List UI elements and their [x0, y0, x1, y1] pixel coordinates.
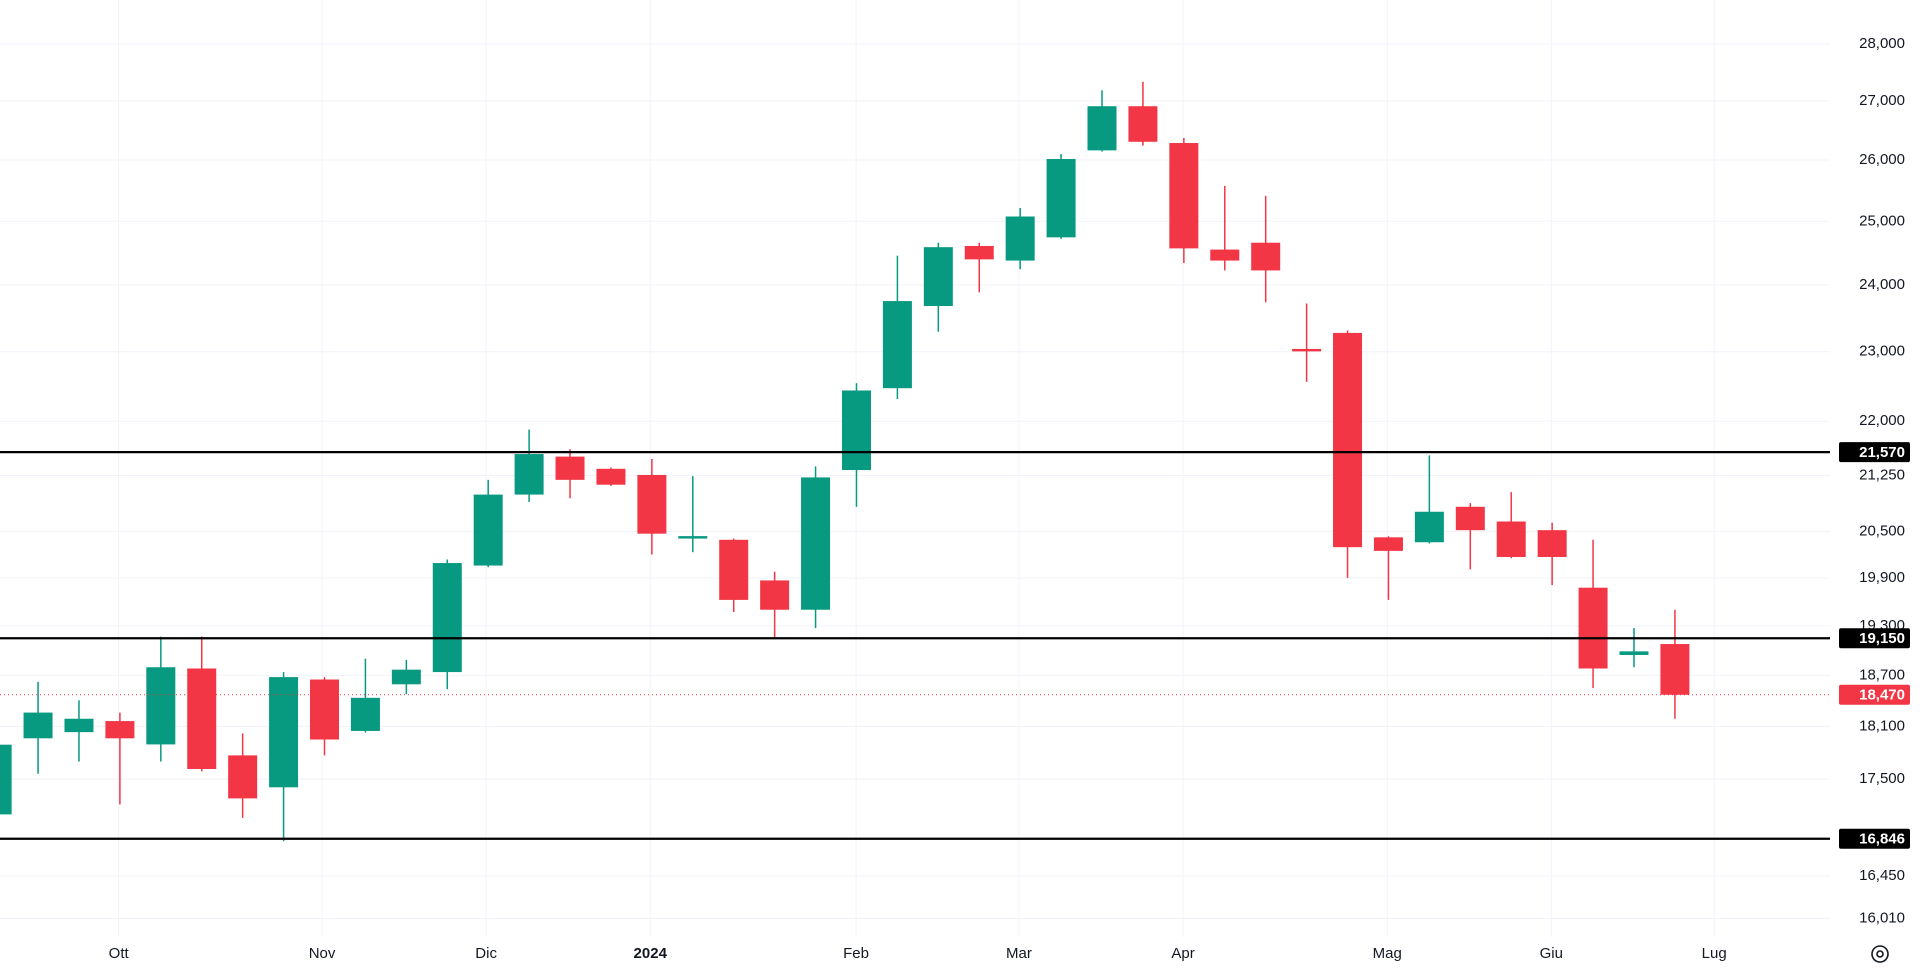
level-label: 19,150 [1859, 630, 1905, 647]
x-tick-label: Mar [1006, 945, 1032, 962]
y-tick-label: 22,000 [1859, 412, 1905, 429]
candle-body [0, 744, 12, 815]
candle-body [1373, 537, 1403, 551]
candle-body [1087, 106, 1117, 151]
y-tick-label: 19,900 [1859, 569, 1905, 586]
x-tick-label: Apr [1171, 945, 1194, 962]
settings-icon[interactable] [1871, 945, 1889, 963]
candle-body [1496, 521, 1526, 557]
candle-body [64, 718, 94, 733]
candle-body [841, 390, 871, 471]
candle-body [719, 539, 749, 600]
candle-body [269, 677, 299, 788]
candle-body [391, 669, 421, 685]
x-tick-label: Mag [1373, 945, 1402, 962]
candle-body [1210, 249, 1240, 261]
level-label: 16,846 [1859, 831, 1905, 848]
y-tick-label: 16,450 [1859, 867, 1905, 884]
y-tick-label: 21,250 [1859, 466, 1905, 483]
level-label-bg [1839, 628, 1910, 649]
candle-body [964, 245, 994, 260]
y-tick-label: 20,500 [1859, 523, 1905, 540]
y-tick-label: 27,000 [1859, 92, 1905, 109]
settings-button[interactable] [1871, 945, 1889, 963]
candle-body [105, 721, 135, 739]
candle-body [1128, 106, 1158, 142]
candles [0, 81, 1690, 842]
candle-body [1619, 651, 1649, 655]
x-tick-label: Giu [1540, 945, 1563, 962]
candle-body [514, 454, 544, 495]
candle-body [350, 697, 380, 731]
candle-body [1333, 332, 1363, 548]
y-tick-label: 24,000 [1859, 276, 1905, 293]
candle-body [555, 456, 585, 480]
candle-body [228, 755, 258, 799]
candle-body [1578, 587, 1608, 669]
candle-body [187, 668, 217, 769]
candle-body [882, 301, 912, 389]
candle-body [23, 712, 53, 739]
candle-body [923, 247, 953, 307]
settings-icon-center[interactable] [1876, 950, 1884, 958]
last-price-label: 18,470 [1859, 687, 1905, 704]
y-tick-label: 26,000 [1859, 151, 1905, 168]
y-tick-label: 18,100 [1859, 717, 1905, 734]
candle-body [678, 536, 708, 539]
x-tick-label: Dic [475, 945, 497, 962]
candle-body [596, 468, 626, 485]
candle-body [310, 679, 340, 740]
candle-body [637, 474, 667, 534]
candle-body [1455, 506, 1485, 531]
level-label-bg [1839, 828, 1910, 849]
last-price-label-bg [1839, 684, 1910, 705]
candle-body [432, 563, 462, 673]
candle-body [1169, 143, 1199, 249]
candle-body [1005, 216, 1035, 261]
x-tick-label: Feb [843, 945, 869, 962]
y-tick-label: 25,000 [1859, 212, 1905, 229]
y-tick-label: 18,700 [1859, 666, 1905, 683]
level-label: 21,570 [1859, 444, 1905, 461]
candle-body [1414, 511, 1444, 543]
candle-body [473, 494, 503, 566]
y-tick-label: 17,500 [1859, 770, 1905, 787]
x-tick-label: Nov [309, 945, 336, 962]
y-tick-label: 28,000 [1859, 35, 1905, 52]
y-tick-label: 16,010 [1859, 909, 1905, 926]
candle-body [801, 477, 831, 610]
candle-body [146, 667, 176, 745]
x-tick-label: Lug [1702, 945, 1727, 962]
x-tick-label: Ott [109, 945, 130, 962]
candle-body [1537, 530, 1567, 557]
candle-body [1251, 242, 1281, 271]
x-tick-label: 2024 [634, 945, 668, 962]
grid [0, 0, 1830, 937]
candle-body [1660, 644, 1690, 695]
candle-body [1046, 159, 1076, 238]
level-label-bg [1839, 442, 1910, 463]
candle-body [760, 580, 790, 610]
y-tick-label: 23,000 [1859, 343, 1905, 360]
candle-body [1292, 348, 1322, 352]
